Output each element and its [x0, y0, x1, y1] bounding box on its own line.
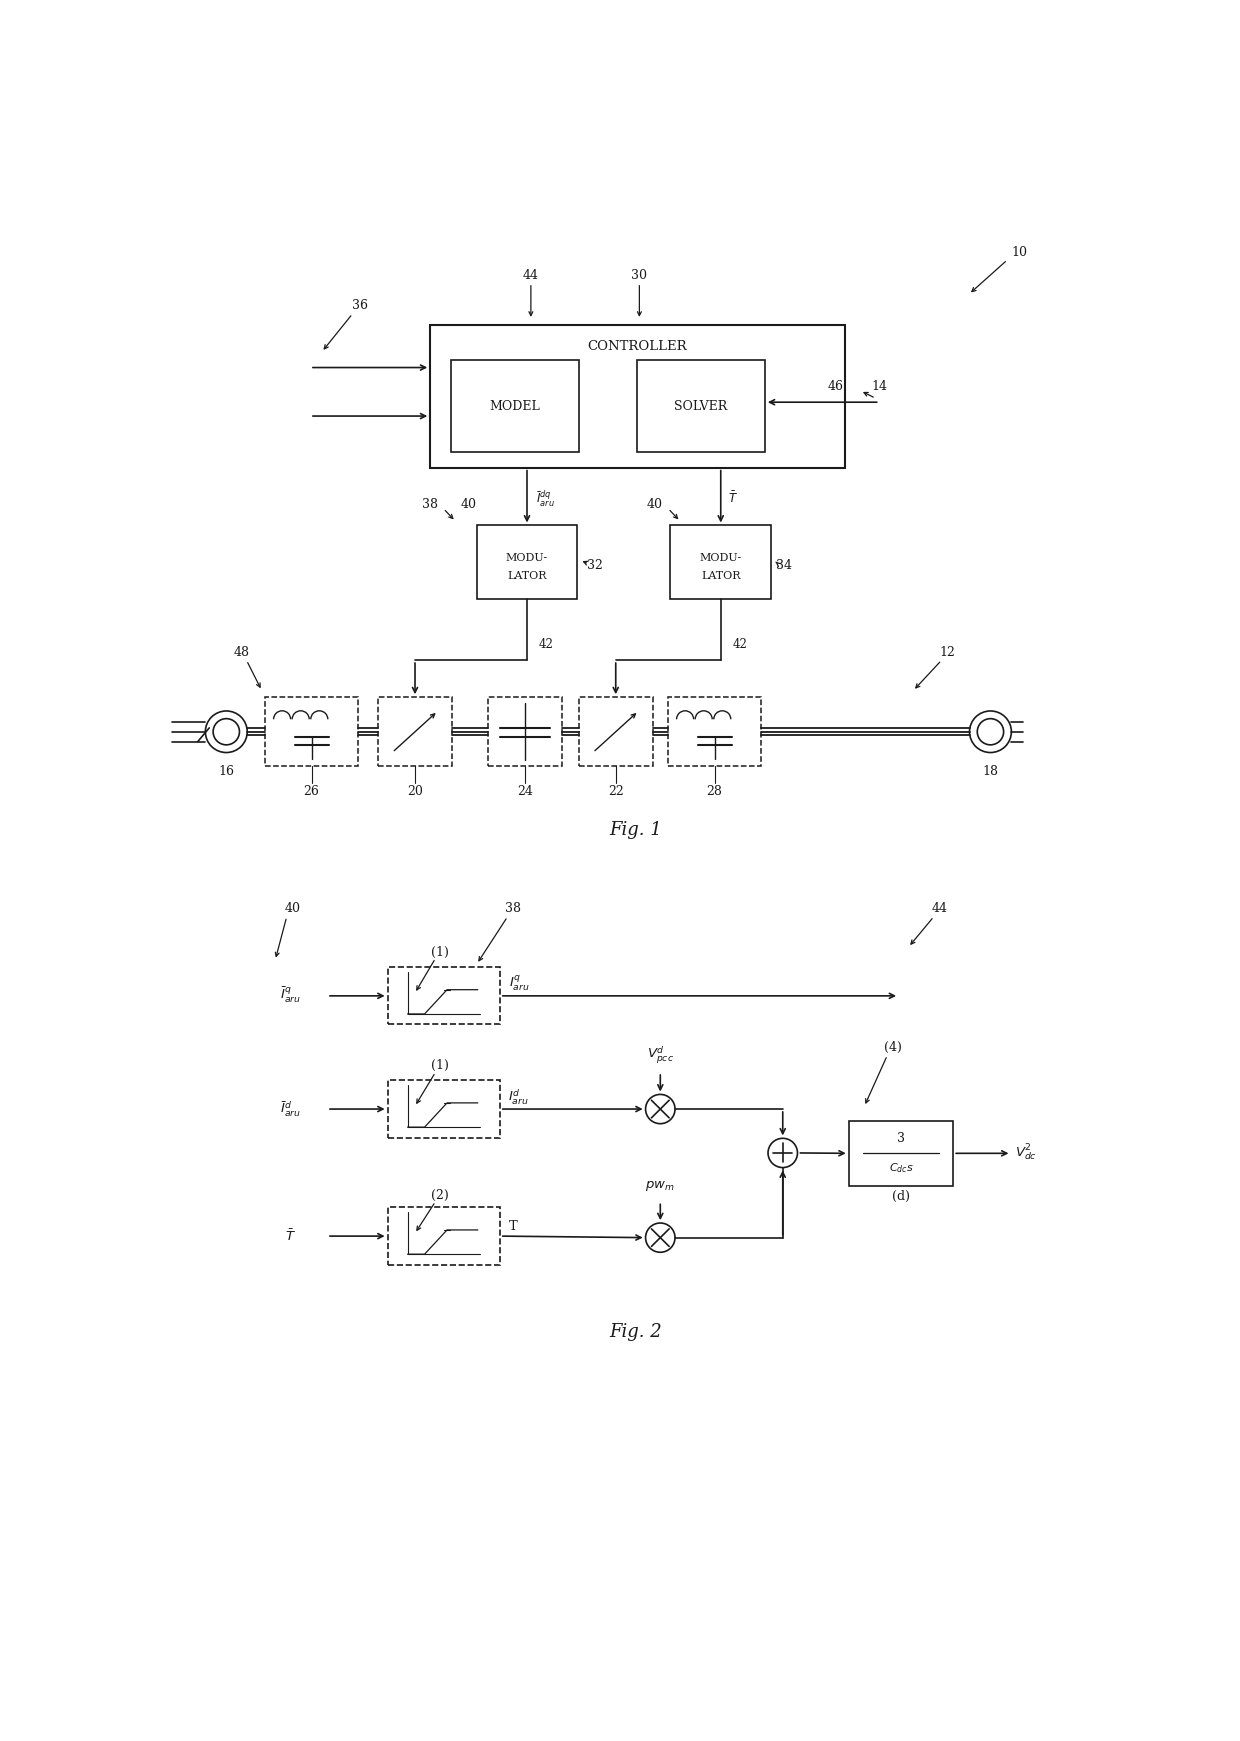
Text: 14: 14: [872, 380, 888, 393]
Text: 36: 36: [352, 299, 368, 312]
Text: MODEL: MODEL: [490, 399, 541, 413]
Text: $V^{d}_{pcc}$: $V^{d}_{pcc}$: [647, 1045, 673, 1065]
Text: 22: 22: [608, 785, 624, 797]
Text: 24: 24: [517, 785, 533, 797]
Text: $I^{d}_{aru}$: $I^{d}_{aru}$: [507, 1088, 528, 1107]
Text: (1): (1): [432, 1060, 449, 1072]
Text: 38: 38: [505, 902, 521, 916]
Circle shape: [646, 1222, 675, 1252]
Text: 28: 28: [707, 785, 723, 797]
Text: 38: 38: [422, 498, 438, 512]
Text: $pw_{m}$: $pw_{m}$: [646, 1179, 675, 1193]
Text: 34: 34: [776, 559, 792, 573]
Text: T: T: [510, 1220, 518, 1233]
Text: LATOR: LATOR: [701, 571, 740, 581]
Bar: [848, 1121, 954, 1186]
Bar: [430, 326, 844, 468]
Bar: [579, 696, 652, 766]
Text: $C_{dc}s$: $C_{dc}s$: [889, 1161, 914, 1175]
Text: 44: 44: [523, 268, 539, 282]
Circle shape: [206, 710, 247, 752]
Circle shape: [213, 719, 239, 745]
Bar: [387, 1207, 500, 1264]
Text: 44: 44: [931, 902, 947, 916]
Circle shape: [768, 1139, 797, 1168]
Text: MODU-: MODU-: [506, 554, 548, 562]
Text: 12: 12: [939, 646, 955, 658]
Text: $\bar{I}^{dq}_{aru}$: $\bar{I}^{dq}_{aru}$: [537, 489, 556, 508]
Circle shape: [646, 1095, 675, 1123]
Text: 32: 32: [588, 559, 603, 573]
Text: MODU-: MODU-: [699, 554, 742, 562]
Text: 40: 40: [461, 498, 477, 512]
Circle shape: [977, 719, 1003, 745]
Bar: [265, 696, 358, 766]
Bar: [637, 360, 765, 453]
Text: (1): (1): [432, 947, 449, 959]
Bar: [489, 696, 562, 766]
Text: SOLVER: SOLVER: [675, 399, 728, 413]
Text: $V^{2}_{dc}$: $V^{2}_{dc}$: [1016, 1144, 1037, 1163]
Bar: [378, 696, 451, 766]
Bar: [387, 1079, 500, 1137]
Text: 18: 18: [982, 766, 998, 778]
Bar: [451, 360, 579, 453]
Bar: [668, 696, 761, 766]
Text: 26: 26: [304, 785, 320, 797]
Text: $\bar{T}$: $\bar{T}$: [285, 1229, 296, 1243]
Bar: [387, 966, 500, 1024]
Text: 20: 20: [407, 785, 423, 797]
Text: Fig. 2: Fig. 2: [609, 1323, 662, 1341]
Text: Fig. 1: Fig. 1: [609, 820, 662, 839]
Bar: [476, 526, 578, 599]
Text: 3: 3: [897, 1132, 905, 1146]
Text: (4): (4): [884, 1041, 901, 1053]
Text: $I^{q}_{aru}$: $I^{q}_{aru}$: [510, 975, 529, 992]
Text: $\bar{I}^{d}_{aru}$: $\bar{I}^{d}_{aru}$: [280, 1099, 301, 1119]
Text: $\bar{T}$: $\bar{T}$: [729, 491, 739, 507]
Text: 10: 10: [1011, 245, 1027, 259]
Text: LATOR: LATOR: [507, 571, 547, 581]
Text: 30: 30: [631, 268, 647, 282]
Bar: [671, 526, 771, 599]
Text: (2): (2): [432, 1189, 449, 1201]
Text: CONTROLLER: CONTROLLER: [588, 339, 687, 353]
Text: 42: 42: [733, 639, 748, 651]
Text: $\bar{I}^{q}_{aru}$: $\bar{I}^{q}_{aru}$: [280, 987, 301, 1005]
Text: 40: 40: [647, 498, 663, 512]
Text: 46: 46: [827, 380, 843, 393]
Text: 16: 16: [218, 766, 234, 778]
Text: 40: 40: [285, 902, 301, 916]
Text: 48: 48: [234, 646, 249, 658]
Text: (d): (d): [892, 1191, 910, 1203]
Circle shape: [970, 710, 1012, 752]
Text: 42: 42: [539, 639, 554, 651]
